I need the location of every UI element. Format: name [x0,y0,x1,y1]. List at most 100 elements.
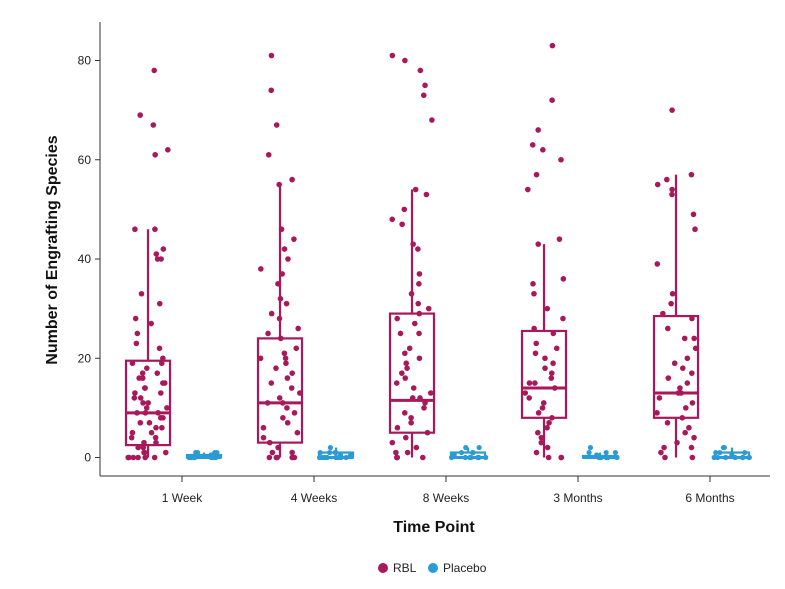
point-placebo-2-11 [483,454,489,461]
point-rbl-1-34 [284,405,290,411]
x-ticks: 1 Week 4 Weeks 8 Weeks 3 Months 6 Months [162,476,735,505]
point-placebo-4-1 [720,444,726,451]
point-rbl-0-19 [158,360,165,367]
point-rbl-4-37 [661,444,667,451]
point-placebo-3-11 [597,454,603,461]
point-placebo-2-1 [463,444,469,451]
point-rbl-4-31 [664,419,671,426]
point-placebo-2-4 [458,449,465,456]
point-rbl-2-41 [424,429,431,436]
point-rbl-3-3 [529,142,536,148]
point-placebo-4-13 [739,454,746,461]
point-rbl-2-34 [409,395,416,401]
point-placebo-4-11 [732,454,738,461]
point-rbl-3-20 [542,355,548,362]
point-rbl-4-13 [664,325,671,332]
point-rbl-2-49 [394,454,400,461]
point-rbl-4-4 [669,186,675,193]
point-rbl-2-17 [425,305,432,312]
point-rbl-4-36 [688,444,695,451]
point-rbl-1-40 [260,434,267,441]
point-rbl-0-4 [152,151,158,158]
point-rbl-3-13 [544,305,551,312]
point-rbl-1-14 [283,300,290,307]
point-rbl-1-33 [279,400,286,406]
point-rbl-4-8 [654,261,661,267]
point-rbl-2-22 [416,330,422,337]
point-rbl-3-16 [550,330,557,337]
point-rbl-2-37 [401,410,408,416]
point-rbl-0-46 [153,424,159,431]
point-rbl-1-4 [289,176,295,183]
box-body [520,329,568,419]
x-tick-label-0: 1 Week [162,491,203,505]
y-tick-label-60: 60 [78,153,92,167]
point-rbl-1-15 [268,310,275,317]
point-rbl-0-39 [134,410,140,416]
box-body [652,314,700,419]
point-rbl-0-31 [132,390,138,396]
point-placebo-3-6 [614,454,620,461]
point-rbl-0-62 [151,454,158,461]
point-rbl-3-2 [535,127,541,133]
point-rbl-0-49 [128,434,135,441]
point-placebo-4-4 [742,449,748,456]
point-rbl-3-25 [532,380,538,386]
point-rbl-0-11 [138,290,145,297]
point-rbl-1-13 [277,295,284,302]
point-rbl-4-40 [689,454,696,461]
point-rbl-3-21 [550,360,556,367]
point-rbl-2-1 [402,57,408,64]
point-rbl-4-0 [669,107,675,113]
point-rbl-1-39 [294,429,301,436]
point-rbl-4-39 [662,454,668,461]
point-rbl-0-16 [133,340,140,347]
point-rbl-0-32 [131,395,138,401]
point-rbl-2-24 [402,350,408,357]
point-rbl-3-31 [539,405,546,411]
point-rbl-1-7 [291,236,297,242]
point-rbl-2-45 [404,449,411,456]
point-rbl-1-38 [260,424,267,431]
point-rbl-3-29 [526,395,532,401]
legend-swatch-placebo [428,563,438,573]
point-rbl-2-29 [402,375,409,381]
axes: 0 20 40 60 80 1 Week 4 Weeks 8 Weeks 3 Months 6 … [78,22,770,505]
point-rbl-4-29 [654,410,660,416]
point-rbl-3-0 [549,42,556,49]
point-rbl-0-25 [139,375,146,381]
point-rbl-3-6 [533,171,540,178]
point-rbl-2-20 [411,320,418,327]
point-rbl-1-24 [283,360,289,367]
point-rbl-2-28 [399,370,405,376]
point-rbl-2-27 [404,365,410,371]
point-rbl-0-40 [142,410,149,416]
point-rbl-4-21 [665,375,672,381]
x-tick-label-1: 4 Weeks [291,491,337,505]
point-placebo-3-1 [586,449,592,456]
point-rbl-2-38 [408,415,414,421]
y-ticks: 0 20 40 60 80 [78,54,100,465]
point-placebo-1-3 [317,449,323,456]
point-rbl-1-1 [268,87,275,94]
point-rbl-3-26 [526,380,533,386]
point-placebo-1-0 [327,444,334,451]
point-placebo-1-10 [343,454,349,461]
point-rbl-4-7 [692,226,698,233]
point-placebo-4-8 [715,454,721,461]
point-rbl-1-35 [291,410,298,416]
box-body [388,312,436,434]
point-rbl-1-29 [288,385,295,391]
point-rbl-1-0 [268,52,275,59]
point-rbl-3-15 [531,325,537,332]
point-rbl-4-32 [686,424,692,431]
point-rbl-4-23 [677,385,683,391]
point-rbl-3-4 [540,147,546,153]
point-rbl-4-3 [654,181,661,188]
point-rbl-2-6 [412,186,419,193]
point-rbl-0-23 [139,370,146,376]
point-rbl-0-12 [156,300,163,307]
point-rbl-0-20 [129,360,136,367]
point-placebo-1-14 [319,454,325,461]
point-placebo-0-13 [186,454,192,461]
